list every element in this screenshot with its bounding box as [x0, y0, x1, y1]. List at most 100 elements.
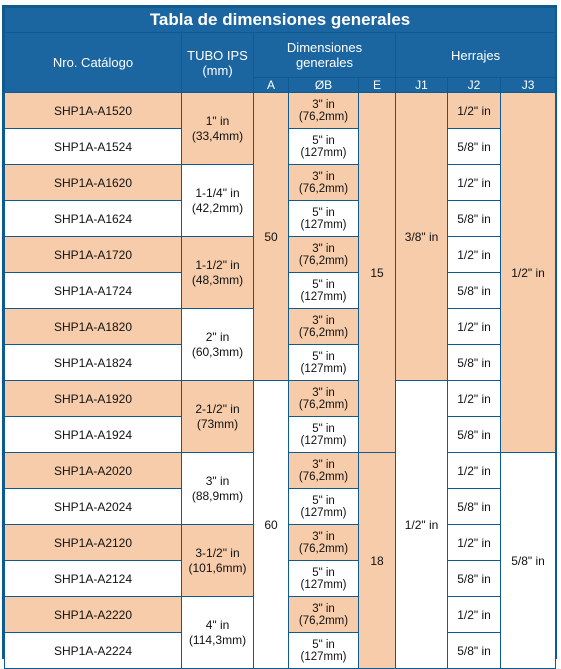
table-row: SHP1A-A1520 1" in (33,4mm) 50 3" in (76,2m… [4, 92, 557, 453]
b-inches: 5" in [312, 206, 335, 219]
b-cell: 5" in (127mm) [288, 488, 359, 525]
tubo-size: 1-1/2" in [195, 257, 240, 272]
catalog-cell: SHP1A-A1824 [4, 344, 182, 381]
tubo-mm: (114,3mm) [188, 632, 247, 647]
b-mm: (76,2mm) [298, 110, 349, 123]
j2-cell: 1/2" in [447, 92, 501, 129]
tubo-size: 4" in [205, 617, 230, 632]
header-dimensiones: Dimensiones generales [253, 32, 396, 78]
tubo-cell: 1" in (33,4mm) [181, 92, 254, 165]
b-cell: 3" in (76,2mm) [288, 524, 359, 561]
dimensions-table: Tabla de dimensiones generales Nro. Catá… [3, 7, 557, 669]
b-mm: (76,2mm) [298, 542, 349, 555]
catalog-cell: SHP1A-A1620 [4, 164, 182, 201]
b-inches: 5" in [312, 278, 335, 291]
a-cell: 50 [253, 92, 289, 381]
tubo-size: 1-1/4" in [195, 185, 240, 200]
b-cell: 5" in (127mm) [288, 560, 359, 597]
b-inches: 3" in [312, 170, 335, 183]
tubo-mm: (101,6mm) [188, 560, 247, 575]
tubo-mm: (88,9mm) [191, 488, 244, 503]
table-row: SHP1A-A2120 3-1/2" in (101,6mm) 3" in (76,… [4, 524, 556, 597]
b-mm: (127mm) [300, 434, 347, 447]
b-cell: 5" in (127mm) [288, 272, 359, 309]
header-ob: ØB [288, 77, 359, 93]
tubo-cell: 1-1/4" in (42,2mm) [181, 164, 254, 237]
e-cell: 18 [358, 452, 396, 669]
j2-cell: 5/8" in [447, 488, 501, 525]
j2-cell: 1/2" in [447, 236, 501, 273]
j2-cell: 5/8" in [447, 344, 501, 381]
b-mm: (76,2mm) [298, 182, 349, 195]
b-inches: 5" in [312, 422, 335, 435]
tubo-mm: (60,3mm) [191, 344, 244, 359]
b-mm: (76,2mm) [298, 254, 349, 267]
b-mm: (76,2mm) [298, 398, 349, 411]
b-inches: 3" in [312, 458, 335, 471]
b-cell: 3" in (76,2mm) [288, 164, 359, 201]
b-cell: 5" in (127mm) [288, 632, 359, 669]
b-cell: 3" in (76,2mm) [288, 92, 359, 129]
b-mm: (76,2mm) [298, 614, 349, 627]
header-catalog: Nro. Catálogo [4, 32, 182, 93]
header-j1: J1 [395, 77, 448, 93]
catalog-cell: SHP1A-A1924 [4, 416, 182, 453]
b-inches: 5" in [312, 350, 335, 363]
b-inches: 5" in [312, 638, 335, 651]
catalog-cell: SHP1A-A2024 [4, 488, 182, 525]
b-inches: 3" in [312, 386, 335, 399]
b-mm: (127mm) [300, 578, 347, 591]
b-cell: 3" in (76,2mm) [288, 308, 359, 345]
b-mm: (127mm) [300, 290, 347, 303]
catalog-cell: SHP1A-A2020 [4, 452, 182, 489]
b-inches: 3" in [312, 602, 335, 615]
j2-cell: 1/2" in [447, 380, 501, 417]
table-row: SHP1A-A2020 3" in (88,9mm) 3" in (76,2mm) … [4, 452, 557, 669]
j2-cell: 5/8" in [447, 272, 501, 309]
b-mm: (127mm) [300, 146, 347, 159]
j1-cell: 3/8" in [395, 92, 448, 381]
catalog-cell: SHP1A-A1724 [4, 272, 182, 309]
table-title: Tabla de dimensiones generales [3, 7, 557, 33]
b-mm: (127mm) [300, 650, 347, 663]
b-cell: 5" in (127mm) [288, 128, 359, 165]
j2-cell: 5/8" in [447, 200, 501, 237]
b-mm: (127mm) [300, 506, 347, 519]
b-cell: 3" in (76,2mm) [288, 596, 359, 633]
header-tubo: TUBO IPS (mm) [181, 32, 254, 93]
catalog-cell: SHP1A-A2224 [4, 632, 182, 669]
j2-cell: 5/8" in [447, 128, 501, 165]
table-row: SHP1A-A1920 2-1/2" in (73mm) 60 3" in (76,… [4, 380, 556, 669]
tubo-size: 2" in [205, 329, 230, 344]
dimensions-table-container: Tabla de dimensiones generales Nro. Catá… [2, 5, 557, 669]
b-cell: 3" in (76,2mm) [288, 236, 359, 273]
header-herrajes: Herrajes [394, 32, 557, 78]
tubo-cell: 3-1/2" in (101,6mm) [181, 524, 254, 597]
b-inches: 5" in [312, 134, 335, 147]
b-cell: 5" in (127mm) [288, 344, 359, 381]
b-mm: (76,2mm) [298, 470, 349, 483]
j2-cell: 1/2" in [447, 164, 501, 201]
tubo-cell: 4" in (114,3mm) [181, 596, 254, 669]
b-inches: 5" in [312, 566, 335, 579]
j2-cell: 1/2" in [447, 452, 501, 489]
b-cell: 3" in (76,2mm) [288, 380, 359, 417]
b-inches: 3" in [312, 242, 335, 255]
tubo-mm: (73mm) [196, 416, 239, 431]
header-a: A [253, 77, 289, 93]
table-row: SHP1A-A1924 5" in (127mm) 5/8" in [4, 416, 556, 453]
b-mm: (76,2mm) [298, 326, 349, 339]
b-inches: 3" in [312, 98, 335, 111]
tubo-mm: (42,2mm) [191, 200, 244, 215]
catalog-cell: SHP1A-A1524 [4, 128, 182, 165]
tubo-size: 2-1/2" in [195, 401, 240, 416]
header-e: E [358, 77, 396, 93]
catalog-cell: SHP1A-A1820 [4, 308, 182, 345]
b-mm: (127mm) [300, 362, 347, 375]
j2-cell: 5/8" in [447, 416, 501, 453]
tubo-mm: (33,4mm) [191, 128, 244, 143]
b-inches: 3" in [312, 530, 335, 543]
j3-cell: 1/2" in [499, 92, 557, 453]
j2-cell: 5/8" in [447, 560, 501, 597]
table-row: SHP1A-A1620 1-1/4" in (42,2mm) 3" in (76,2… [4, 164, 556, 237]
